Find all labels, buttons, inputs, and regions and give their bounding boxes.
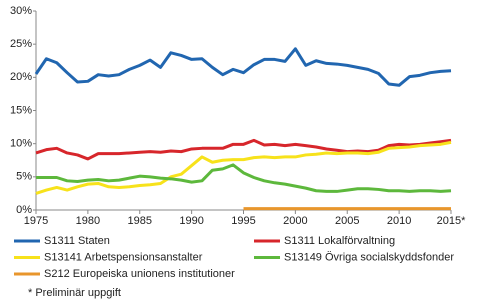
series-line — [34, 47, 452, 87]
x-tick-label: 1990 — [179, 215, 203, 227]
x-tick-label: 2015* — [437, 215, 466, 227]
x-tick-label: 1980 — [76, 215, 100, 227]
legend-label: S212 Europeiska unionens institutioner — [44, 268, 235, 280]
y-tick-label: 5% — [16, 171, 32, 183]
x-tick-label: 2010 — [387, 215, 411, 227]
x-tick-label: 2005 — [335, 215, 359, 227]
series-line — [36, 163, 452, 193]
y-tick-label: 20% — [10, 71, 32, 83]
legend-label: S13141 Arbetspensionsanstalter — [44, 251, 203, 263]
x-tick-label: 1975 — [24, 215, 48, 227]
x-tick-label: 1985 — [128, 215, 152, 227]
x-tick-label: 2000 — [283, 215, 307, 227]
y-tick-label: 0% — [16, 204, 32, 216]
x-tick-label: 1995 — [231, 215, 255, 227]
legend-label: S1311 Lokalförvaltning — [284, 235, 395, 247]
y-tick-label: 10% — [10, 138, 32, 150]
footnote: * Preliminär uppgift — [28, 287, 121, 299]
y-tick-label: 30% — [10, 5, 32, 17]
legend-label: S13149 Övriga socialskyddsfonder — [284, 251, 454, 263]
series-line — [35, 140, 452, 195]
y-tick-label: 25% — [10, 38, 32, 50]
y-tick-label: 15% — [10, 104, 32, 116]
legend-label: S1311 Staten — [44, 235, 110, 247]
series-line — [35, 138, 452, 161]
